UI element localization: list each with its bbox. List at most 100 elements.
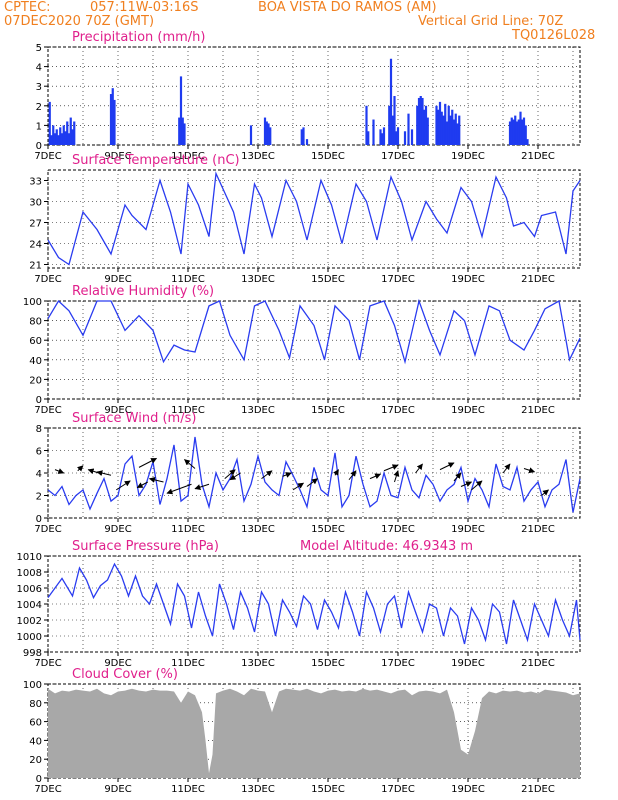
precip-bar xyxy=(522,117,526,145)
precip-bar xyxy=(265,121,268,145)
precip-xtick-label: 11DEC xyxy=(171,151,205,162)
temp-xtick-label: 11DEC xyxy=(171,274,205,285)
temp-title: Surface Temperature (nC) xyxy=(72,153,240,168)
precip-bar xyxy=(445,121,449,145)
precip-bar xyxy=(73,121,76,145)
precip-bar xyxy=(62,125,65,145)
wind-xtick-label: 21DEC xyxy=(521,524,555,535)
wind-xtick-label: 9DEC xyxy=(104,524,131,535)
precip-bar xyxy=(403,131,407,145)
precip-bar xyxy=(379,129,382,145)
precip-bar xyxy=(526,139,529,145)
rh-ytick-label: 40 xyxy=(29,356,42,367)
rh-xtick-label: 7DEC xyxy=(34,405,61,416)
precip-bar xyxy=(388,105,391,145)
precip-bar xyxy=(50,135,53,145)
wind-vector xyxy=(148,476,164,483)
precip-bar xyxy=(456,123,459,145)
temp-xtick-label: 9DEC xyxy=(104,274,131,285)
precip-bar xyxy=(263,117,267,145)
precip-ytick-label: 2 xyxy=(36,102,42,113)
wind-vector xyxy=(96,470,112,477)
header-coords: 057:11W-03:16S xyxy=(90,0,199,15)
precip-ytick-label: 3 xyxy=(36,82,42,93)
header-grid-line: Vertical Grid Line: 70Z xyxy=(418,14,564,29)
rh-xtick-label: 21DEC xyxy=(521,405,555,416)
wind-xtick-label: 11DEC xyxy=(171,524,205,535)
precip-bar xyxy=(111,88,114,145)
cloud-ytick-label: 20 xyxy=(29,755,42,766)
wind-vector xyxy=(415,463,423,474)
precip-bar xyxy=(389,58,393,146)
precip-bar xyxy=(524,125,527,145)
wind-ytick-label: 4 xyxy=(36,469,42,480)
precip-bar xyxy=(451,109,454,145)
wind-vector xyxy=(541,489,549,496)
wind-vector xyxy=(194,483,210,490)
temp-xtick-label: 17DEC xyxy=(381,274,415,285)
pressure-annotation: Model Altitude: 46.9343 m xyxy=(300,539,473,554)
precip-bar xyxy=(179,76,183,145)
precip-bar xyxy=(66,121,69,145)
wind-series-line xyxy=(47,436,581,513)
wind-vector xyxy=(453,472,462,482)
wind-vector xyxy=(166,483,192,495)
precip-ytick-label: 4 xyxy=(36,63,42,74)
wind-vector xyxy=(348,470,357,481)
precip-bar xyxy=(367,131,370,145)
precip-bar xyxy=(391,115,394,145)
precip-bar xyxy=(512,119,515,145)
precip-bar xyxy=(517,119,520,145)
wind-ytick-label: 6 xyxy=(36,447,42,458)
precip-bar xyxy=(407,113,410,145)
precip-xtick-label: 9DEC xyxy=(104,151,131,162)
wind-vector xyxy=(333,469,339,476)
pressure-ytick-label: 1010 xyxy=(17,552,42,563)
wind-vector xyxy=(138,457,158,468)
wind-vector xyxy=(282,472,292,478)
precip-bar xyxy=(458,115,461,145)
wind-vector xyxy=(292,482,305,491)
cloud-ytick-label: 0 xyxy=(36,774,42,785)
temp-xtick-label: 21DEC xyxy=(521,274,555,285)
pressure-ytick-label: 1008 xyxy=(17,568,42,579)
wind-xtick-label: 17DEC xyxy=(381,524,415,535)
pressure-series-line xyxy=(47,562,581,645)
header-source: CPTEC: xyxy=(4,0,51,15)
precip-bar xyxy=(508,121,512,145)
wind-ytick-label: 0 xyxy=(36,514,42,525)
header-station: BOA VISTA DO RAMOS (AM) xyxy=(258,0,437,15)
precip-bar xyxy=(393,96,396,145)
cloud-xtick-label: 11DEC xyxy=(171,784,205,795)
wind-vector xyxy=(383,464,399,472)
precip-bar xyxy=(423,109,426,145)
pressure-xtick-label: 17DEC xyxy=(381,658,415,669)
precip-bar xyxy=(444,103,447,145)
rh-ytick-label: 100 xyxy=(23,297,42,308)
rh-ytick-label: 20 xyxy=(29,375,42,386)
temp-ytick-label: 30 xyxy=(29,198,42,209)
precip-bar xyxy=(514,115,517,145)
precip-bar xyxy=(438,101,442,145)
precip-title: Precipitation (mm/h) xyxy=(72,30,205,45)
rh-ytick-label: 60 xyxy=(29,336,42,347)
precip-bar xyxy=(442,115,445,145)
precip-bar xyxy=(452,119,456,145)
precip-bar xyxy=(419,96,422,145)
pressure-ytick-label: 1000 xyxy=(17,632,42,643)
precip-bar xyxy=(183,123,186,145)
precip-bar xyxy=(521,119,524,145)
precip-bar xyxy=(53,133,57,145)
cloud-area xyxy=(48,688,580,778)
cloud-xtick-label: 21DEC xyxy=(521,784,555,795)
wind-vector xyxy=(224,469,236,480)
cloud-ytick-label: 100 xyxy=(23,680,42,691)
rh-xtick-label: 9DEC xyxy=(104,405,131,416)
pressure-xtick-label: 21DEC xyxy=(521,658,555,669)
precip-frame xyxy=(47,46,581,146)
pressure-xtick-label: 7DEC xyxy=(34,658,61,669)
cloud-xtick-label: 9DEC xyxy=(104,784,131,795)
wind-vector xyxy=(77,465,84,472)
precip-bar xyxy=(372,119,375,145)
wind-vector xyxy=(393,470,400,483)
